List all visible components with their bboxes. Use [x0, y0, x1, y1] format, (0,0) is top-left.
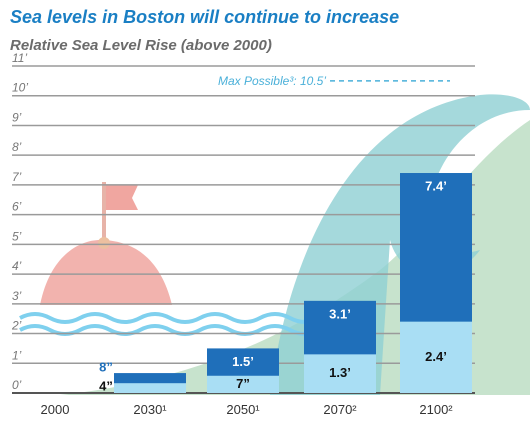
x-tick-label: 2070²	[323, 402, 357, 417]
bar-segment	[114, 383, 186, 393]
y-tick-label: 6’	[12, 200, 22, 214]
chart-title: Sea levels in Boston will continue to in…	[10, 7, 399, 27]
y-tick-label: 0’	[12, 378, 22, 392]
y-tick-label: 11’	[12, 51, 27, 65]
y-tick-label: 2’	[11, 319, 22, 333]
value-label: 1.3’	[329, 365, 351, 380]
value-label: 3.1’	[329, 306, 351, 321]
x-tick-label: 2030¹	[133, 402, 167, 417]
y-tick-label: 3’	[12, 289, 22, 303]
y-tick-label: 1’	[12, 348, 22, 362]
y-tick-label: 4’	[12, 259, 22, 273]
x-tick-label: 2100²	[419, 402, 453, 417]
value-label: 1.5’	[232, 354, 254, 369]
value-label: 2.4’	[425, 349, 447, 364]
y-tick-label: 10’	[12, 81, 28, 95]
value-label: 8”	[99, 360, 113, 375]
max-label: Max Possible³: 10.5’	[218, 74, 326, 88]
x-tick-label: 2000	[41, 402, 70, 417]
chart-subtitle: Relative Sea Level Rise (above 2000)	[10, 37, 272, 54]
bar-segment	[400, 321, 472, 393]
value-label: 7.4’	[425, 178, 447, 193]
y-tick-label: 5’	[12, 229, 22, 243]
y-tick-label: 9’	[12, 110, 22, 124]
y-tick-label: 7’	[12, 170, 22, 184]
y-tick-label: 8’	[12, 140, 22, 154]
bar-segment	[207, 375, 279, 393]
value-label: 4”	[99, 379, 113, 394]
value-label: 7”	[236, 376, 250, 391]
bar-segment	[304, 354, 376, 393]
x-tick-label: 2050¹	[226, 402, 260, 417]
